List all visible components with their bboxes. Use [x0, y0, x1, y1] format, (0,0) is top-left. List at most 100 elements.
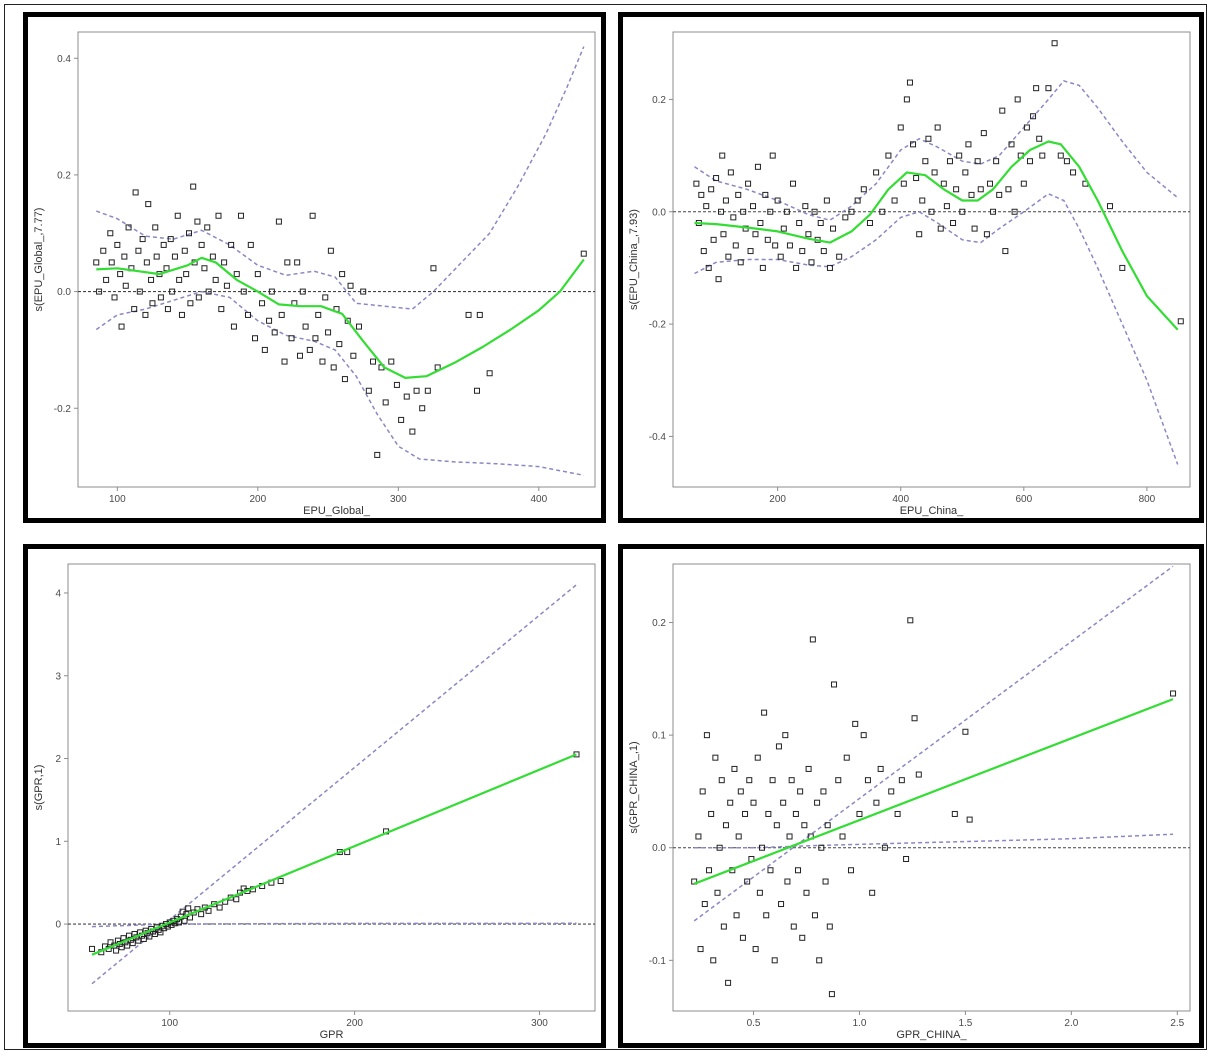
- data-point: [580, 250, 587, 257]
- data-point: [808, 259, 815, 266]
- data-point: [900, 180, 907, 187]
- ci-lower-line: [95, 290, 584, 477]
- data-point: [780, 799, 787, 806]
- panel-gpr: 100 200 300 0 1 2 3 4 GPR s(GPR,1): [23, 544, 606, 1048]
- data-point: [934, 124, 941, 131]
- data-point: [701, 901, 708, 908]
- y-tick-label: 0.2: [652, 618, 666, 629]
- data-point: [266, 317, 273, 324]
- data-point: [919, 197, 926, 204]
- data-point: [398, 416, 405, 423]
- data-point: [788, 777, 795, 784]
- data-point: [763, 912, 770, 919]
- data-point: [237, 212, 244, 219]
- data-point: [230, 323, 237, 330]
- data-point: [778, 901, 785, 908]
- panel-epu-global: 100 200 300 400 -0.2 0.0 0.2 0.4 EPU_Global_ s(EP…: [23, 12, 606, 523]
- data-point: [204, 224, 211, 231]
- data-point: [142, 311, 149, 318]
- data-point: [419, 405, 426, 412]
- data-point: [754, 163, 761, 170]
- data-point: [424, 387, 431, 394]
- y-tick-label: 0.0: [57, 287, 71, 298]
- chart-gpr-china: 0.5 1.0 1.5 2.0 2.5 -0.1 0.0 0.1 0.2 GPR_CHINA_ s(…: [628, 563, 1191, 1041]
- x-tick-label: 200: [769, 494, 786, 505]
- data-point: [937, 225, 944, 232]
- data-point: [826, 264, 833, 271]
- data-point: [113, 947, 120, 954]
- data-point: [722, 197, 729, 204]
- data-point: [731, 765, 738, 772]
- y-axis-label: s(EPU_China_,7.93): [628, 209, 640, 310]
- data-point: [139, 236, 146, 243]
- data-point: [167, 236, 174, 243]
- data-point: [797, 788, 804, 795]
- data-point: [185, 230, 192, 237]
- ci-lower-line: [694, 192, 1179, 465]
- data-point: [951, 810, 958, 817]
- data-point: [735, 191, 742, 198]
- data-point: [114, 241, 121, 248]
- data-point: [710, 957, 717, 964]
- data-point: [409, 428, 416, 435]
- data-point: [1057, 152, 1064, 159]
- data-point: [244, 311, 251, 318]
- data-point: [388, 358, 395, 365]
- data-point: [847, 867, 854, 874]
- data-point: [691, 878, 698, 885]
- data-point: [732, 242, 739, 249]
- data-point: [877, 765, 884, 772]
- data-point: [869, 889, 876, 896]
- data-point: [135, 937, 142, 944]
- data-point: [288, 335, 295, 342]
- data-point: [737, 788, 744, 795]
- data-point: [977, 186, 984, 193]
- y-tick-label: 0.2: [57, 170, 71, 181]
- panel-gpr-china: 0.5 1.0 1.5 2.0 2.5 -0.1 0.0 0.1 0.2 GPR_CHINA_ s(…: [618, 544, 1204, 1048]
- data-point: [1011, 208, 1018, 215]
- data-point: [1106, 203, 1113, 210]
- data-point: [786, 242, 793, 249]
- data-point: [143, 259, 150, 266]
- data-point: [754, 754, 761, 761]
- data-point: [735, 833, 742, 840]
- data-point: [1045, 85, 1052, 92]
- data-point: [350, 352, 357, 359]
- data-point: [966, 816, 973, 823]
- data-point: [774, 197, 781, 204]
- data-point: [1008, 141, 1015, 148]
- data-point: [107, 939, 114, 946]
- data-point: [824, 822, 831, 829]
- panel-epu-china: 200 400 600 800 -0.4 -0.2 0.0 0.2 EPU_China_ s(EP…: [618, 12, 1204, 523]
- y-tick-label: 3: [55, 671, 61, 682]
- data-point: [319, 358, 326, 365]
- data-point: [769, 152, 776, 159]
- data-point: [897, 124, 904, 131]
- data-point: [713, 175, 720, 182]
- data-point: [860, 186, 867, 193]
- data-point: [330, 364, 337, 371]
- data-point: [826, 923, 833, 930]
- data-point: [710, 236, 717, 243]
- data-point: [271, 329, 278, 336]
- y-tick-label: 0.4: [57, 54, 71, 65]
- data-point: [864, 777, 871, 784]
- plot-area: [672, 31, 1191, 488]
- data-point: [750, 799, 757, 806]
- data-point: [811, 912, 818, 919]
- data-point: [780, 225, 787, 232]
- chart-gpr: 100 200 300 0 1 2 3 4 GPR s(GPR,1): [33, 563, 596, 1041]
- data-point: [856, 810, 863, 817]
- y-tick-label: 1: [55, 837, 61, 848]
- data-point: [152, 224, 159, 231]
- data-point: [712, 754, 719, 761]
- data-point: [1039, 152, 1046, 159]
- data-point: [201, 265, 208, 272]
- data-point: [278, 311, 285, 318]
- data-point: [873, 799, 880, 806]
- data-point: [176, 276, 183, 283]
- data-point: [873, 169, 880, 176]
- data-point: [782, 732, 789, 739]
- data-point: [783, 208, 790, 215]
- data-point: [722, 822, 729, 829]
